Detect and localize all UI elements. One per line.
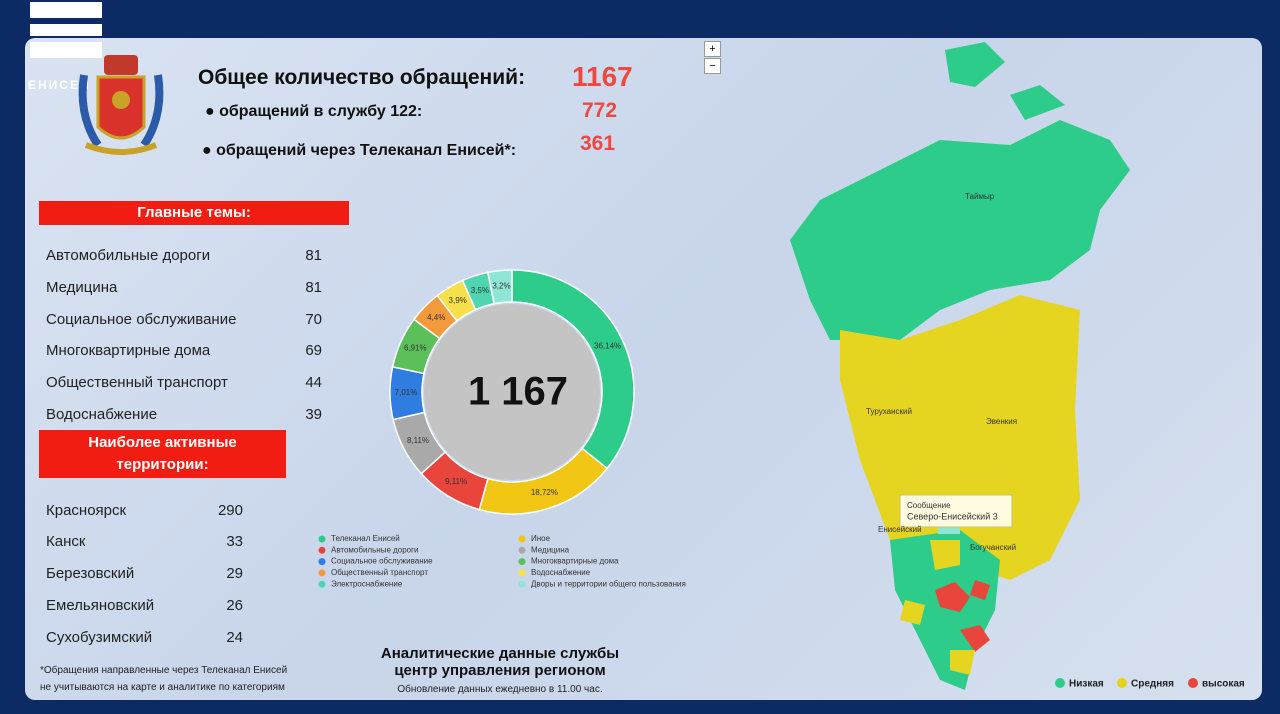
- legend-label: Медицина: [531, 545, 570, 554]
- topic-name: Социальное обслуживание: [46, 311, 237, 328]
- region-label: Енисейский: [878, 525, 922, 534]
- territory-name: Березовский: [46, 565, 135, 582]
- line-value: 772: [582, 99, 618, 122]
- slice-label: 3,9%: [449, 296, 467, 305]
- title: Общее количество обращений:: [198, 66, 526, 89]
- legend-swatch: [318, 535, 326, 543]
- map-region: [935, 580, 990, 652]
- legend-swatch: [518, 569, 526, 577]
- slice-label: 3,2%: [492, 282, 510, 291]
- center-label: 1 167: [468, 370, 568, 414]
- legend-label: Многоквартирные дома: [531, 557, 619, 566]
- region-label: Туруханский: [866, 407, 912, 416]
- legend-label: Автомобильные дороги: [331, 545, 419, 554]
- map-legend-swatch: [1188, 678, 1198, 688]
- map-legend-swatch: [1055, 678, 1065, 688]
- map-tooltip: [899, 494, 1013, 528]
- topic-name: Водоснабжение: [46, 406, 158, 423]
- territory-name: Сухобузимский: [46, 629, 153, 646]
- tooltip-text: Сообщение: [907, 501, 951, 510]
- zoom-in[interactable]: +: [704, 41, 721, 57]
- tooltip-text: Северо-Енисейский 3: [907, 511, 998, 521]
- topic-name: Автомобильные дороги: [46, 247, 211, 264]
- region-label: Таймыр: [965, 192, 995, 201]
- territory-name: Канск: [46, 533, 86, 550]
- legend-swatch: [318, 569, 326, 577]
- legend-label: Телеканал Енисей: [331, 534, 400, 543]
- territory-value: 24: [226, 629, 243, 646]
- topic-value: 69: [305, 342, 322, 359]
- legend-label: Электроснабжение: [331, 579, 403, 588]
- line-value: 361: [580, 132, 616, 155]
- update-note: Обновление данных ежедневно в 11.00 час.: [397, 684, 603, 695]
- map-legend-label: Низкая: [1069, 679, 1104, 690]
- donut-center: [424, 304, 600, 480]
- topic-value: 70: [305, 311, 322, 328]
- donut-slice: [486, 269, 513, 305]
- legend-label: Дворы и территории общего пользования: [531, 579, 686, 588]
- slice-label: 36,14%: [594, 341, 621, 350]
- region-label: Богучанский: [970, 543, 1016, 552]
- topic-value: 81: [305, 279, 322, 296]
- topic-value: 81: [305, 247, 322, 264]
- territory-value: 290: [217, 502, 243, 519]
- coat-of-arms: [78, 55, 164, 155]
- topic-name: Общественный транспорт: [46, 374, 228, 391]
- territory-value: 33: [226, 533, 243, 550]
- line-label: ● обращений через Телеканал Енисей*:: [202, 142, 517, 159]
- zoom-out[interactable]: −: [704, 58, 721, 74]
- legend-swatch: [518, 580, 526, 588]
- slice-label: 8,11%: [407, 436, 429, 445]
- bottom-title: центр управления регионом: [394, 662, 606, 679]
- legend-swatch: [318, 580, 326, 588]
- territory-name: Емельяновский: [46, 597, 155, 614]
- logo-text: ЕНИСЕЙ: [28, 78, 91, 92]
- region-label: Эвенкия: [986, 417, 1017, 426]
- map-legend-swatch: [1117, 678, 1127, 688]
- footnote: *Обращения направленные через Телеканал …: [40, 665, 288, 676]
- logo-mark: [30, 2, 102, 68]
- legend-label: Социальное обслуживание: [331, 557, 433, 566]
- slice-label: 3,5%: [471, 286, 489, 295]
- footnote: не учитываются на карте и аналитике по к…: [40, 682, 285, 693]
- topic-name: Медицина: [46, 279, 118, 296]
- territory-value: 29: [226, 565, 243, 582]
- section-title: Наиболее активные территории:: [39, 430, 286, 478]
- map: Сообщение Северо-Енисейский 3 Таймыр Тур…: [790, 42, 1130, 690]
- legend-swatch: [518, 546, 526, 554]
- slice-label: 6,91%: [404, 344, 427, 353]
- legend-swatch: [518, 558, 526, 566]
- territory-name: Красноярск: [46, 502, 127, 519]
- legend-swatch: [318, 558, 326, 566]
- legend-label: Общественный транспорт: [331, 568, 428, 577]
- total: 1167: [572, 61, 633, 92]
- legend-swatch: [518, 535, 526, 543]
- map-region: [790, 120, 1130, 340]
- section-title: Главные темы:: [39, 201, 349, 225]
- topic-value: 39: [305, 406, 322, 423]
- map-legend-label: высокая: [1202, 679, 1245, 690]
- legend-label: Водоснабжение: [531, 568, 591, 577]
- legend-swatch: [318, 546, 326, 554]
- legend-label: Иное: [531, 534, 551, 543]
- map-region: [945, 42, 1065, 120]
- bottom-title: Аналитические данные службы: [380, 645, 620, 662]
- territory-value: 26: [226, 597, 243, 614]
- topic-name: Многоквартирные дома: [46, 342, 211, 359]
- slice-label: 18,72%: [531, 488, 558, 497]
- topic-value: 44: [305, 374, 322, 391]
- slice-label: 7,01%: [395, 388, 418, 397]
- slice-label: 9,11%: [445, 477, 467, 486]
- map-legend-label: Средняя: [1131, 679, 1174, 690]
- slice-label: 4,4%: [427, 313, 445, 322]
- map-region: [900, 540, 975, 675]
- line-label: ● обращений в службу 122:: [205, 103, 423, 120]
